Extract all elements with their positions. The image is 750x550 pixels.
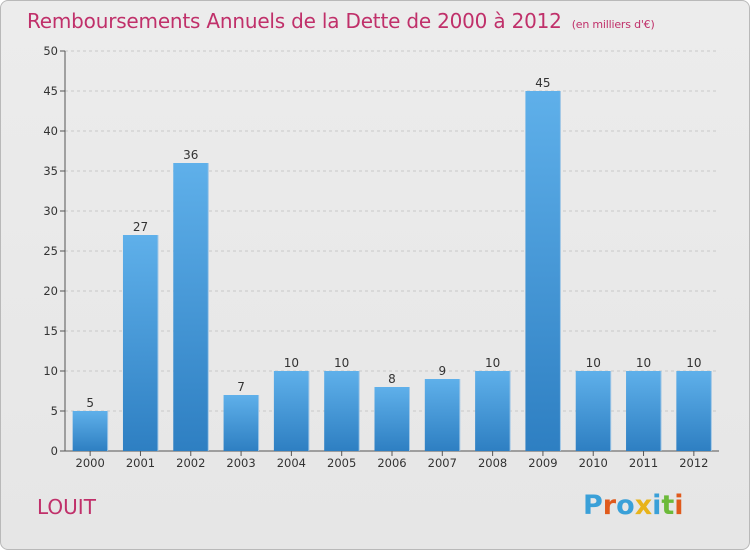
proxiti-logo: Proxiti [583, 490, 684, 521]
y-tick-label: 5 [51, 404, 58, 418]
bar-2007 [424, 379, 460, 451]
y-tick-label: 0 [51, 444, 58, 458]
bar-2011 [626, 371, 662, 451]
bar-2002 [173, 163, 209, 451]
y-tick-label: 45 [43, 84, 58, 98]
bar-2003 [223, 395, 259, 451]
x-tick-label-2004: 2004 [277, 456, 306, 470]
logo-letter: t [661, 490, 675, 521]
data-label-2000: 5 [86, 396, 94, 410]
x-tick-label-2007: 2007 [428, 456, 457, 470]
data-label-2011: 10 [636, 356, 651, 370]
bar-2010 [575, 371, 611, 451]
x-tick-label-2002: 2002 [176, 456, 205, 470]
y-tick-label: 20 [43, 284, 58, 298]
bar-2004 [273, 371, 309, 451]
x-tick-label-2001: 2001 [126, 456, 155, 470]
y-tick-label: 30 [43, 204, 58, 218]
bar-2000 [72, 411, 108, 451]
y-tick-label: 40 [43, 124, 58, 138]
bar-2005 [324, 371, 360, 451]
data-label-2003: 7 [237, 380, 245, 394]
y-tick-label: 35 [43, 164, 58, 178]
x-tick-label-2008: 2008 [478, 456, 507, 470]
data-label-2001: 27 [133, 220, 148, 234]
logo-letter: x [634, 490, 653, 521]
data-label-2004: 10 [284, 356, 299, 370]
data-label-2009: 45 [535, 76, 550, 90]
chart-subtitle: (en milliers d'€) [571, 18, 655, 31]
logo-letter: i [652, 490, 662, 521]
bar-2006 [374, 387, 410, 451]
logo-letter: i [674, 490, 684, 521]
logo-letter: o [616, 490, 635, 521]
x-tick-label-2005: 2005 [327, 456, 356, 470]
x-tick-label-2003: 2003 [226, 456, 255, 470]
bar-2008 [475, 371, 511, 451]
x-tick-label-2000: 2000 [76, 456, 105, 470]
y-tick-label: 10 [43, 364, 58, 378]
commune-name: LOUIT [37, 495, 96, 519]
logo-letter: r [602, 490, 617, 521]
x-tick-label-2011: 2011 [629, 456, 658, 470]
data-label-2012: 10 [686, 356, 701, 370]
x-tick-label-2012: 2012 [679, 456, 708, 470]
bar-2012 [676, 371, 712, 451]
x-tick-label-2006: 2006 [377, 456, 406, 470]
data-label-2007: 9 [438, 364, 446, 378]
chart-title-text: Remboursements Annuels de la Dette de 20… [27, 9, 562, 33]
y-tick-label: 25 [43, 244, 58, 258]
x-tick-label-2010: 2010 [579, 456, 608, 470]
data-label-2002: 36 [183, 148, 198, 162]
logo-letter: P [583, 490, 603, 521]
data-label-2005: 10 [334, 356, 349, 370]
data-label-2010: 10 [586, 356, 601, 370]
data-label-2008: 10 [485, 356, 500, 370]
bar-2009 [525, 91, 561, 451]
x-tick-label-2009: 2009 [528, 456, 557, 470]
y-tick-label: 15 [43, 324, 58, 338]
y-tick-label: 50 [43, 44, 58, 58]
chart-title: Remboursements Annuels de la Dette de 20… [27, 9, 655, 33]
bar-2001 [122, 235, 158, 451]
data-label-2006: 8 [388, 372, 396, 386]
